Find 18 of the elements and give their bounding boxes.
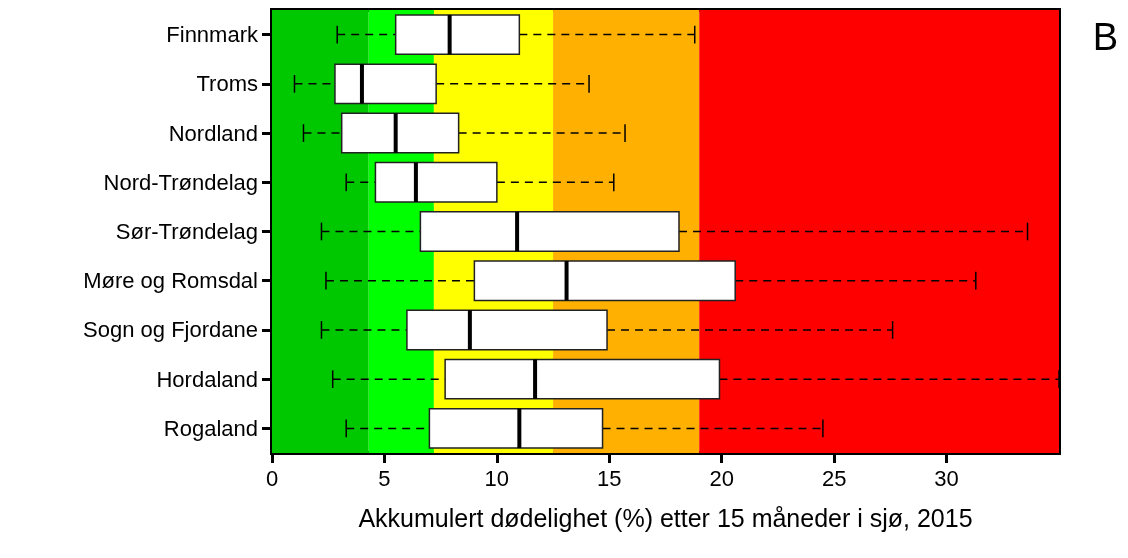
y-tick-label: Nordland — [168, 120, 258, 146]
y-tick-label: Nord-Trøndelag — [103, 169, 258, 195]
y-tick-label: Troms — [196, 71, 258, 97]
y-tick-label: Møre og Romsdal — [83, 268, 258, 294]
x-tick-label: 10 — [484, 465, 510, 491]
x-axis-title: Akkumulert dødelighet (%) etter 15 måneder i sjø, 2015 — [358, 503, 973, 532]
y-tick-label: Rogaland — [163, 415, 258, 441]
y-tick-label: Sogn og Fjordane — [83, 317, 258, 343]
x-tick-label: 15 — [597, 465, 622, 491]
x-tick-label: 5 — [378, 465, 391, 491]
x-tick-label: 0 — [265, 465, 279, 491]
x-tick-label: 25 — [821, 465, 847, 491]
y-tick-label: Hordaland — [156, 366, 258, 392]
x-tick-label: 30 — [934, 465, 959, 491]
y-tick-label: Finnmark — [166, 22, 259, 48]
x-tick-label: 20 — [709, 465, 734, 491]
y-tick-label: Sør-Trøndelag — [115, 219, 258, 244]
text: B — [1092, 16, 1119, 58]
